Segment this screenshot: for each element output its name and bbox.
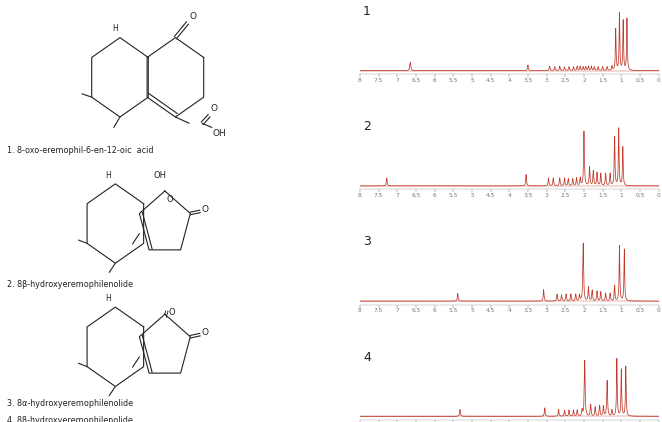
Text: 3: 3 [363,235,371,249]
Text: H: H [105,170,111,180]
Text: H: H [113,24,118,32]
Text: OH: OH [213,129,226,138]
Text: OH: OH [153,171,166,180]
Text: O: O [210,104,217,113]
Text: 4. 8β-hydroxyeremophilenolide: 4. 8β-hydroxyeremophilenolide [7,416,132,422]
Text: 3. 8α-hydroxyeremophilenolide: 3. 8α-hydroxyeremophilenolide [7,399,133,408]
Text: H: H [105,294,111,303]
Text: O: O [167,195,173,204]
Text: O: O [201,205,209,214]
Text: 4: 4 [363,351,371,364]
Text: O: O [189,12,196,21]
Text: 1. 8-oxo-eremophil-6-en-12-oic  acid: 1. 8-oxo-eremophil-6-en-12-oic acid [7,146,153,155]
Text: 2. 8β-hydroxyeremophilenolide: 2. 8β-hydroxyeremophilenolide [7,280,133,289]
Text: 1: 1 [363,5,371,18]
Text: O: O [168,308,175,316]
Text: O: O [201,328,209,337]
Text: 2: 2 [363,120,371,133]
